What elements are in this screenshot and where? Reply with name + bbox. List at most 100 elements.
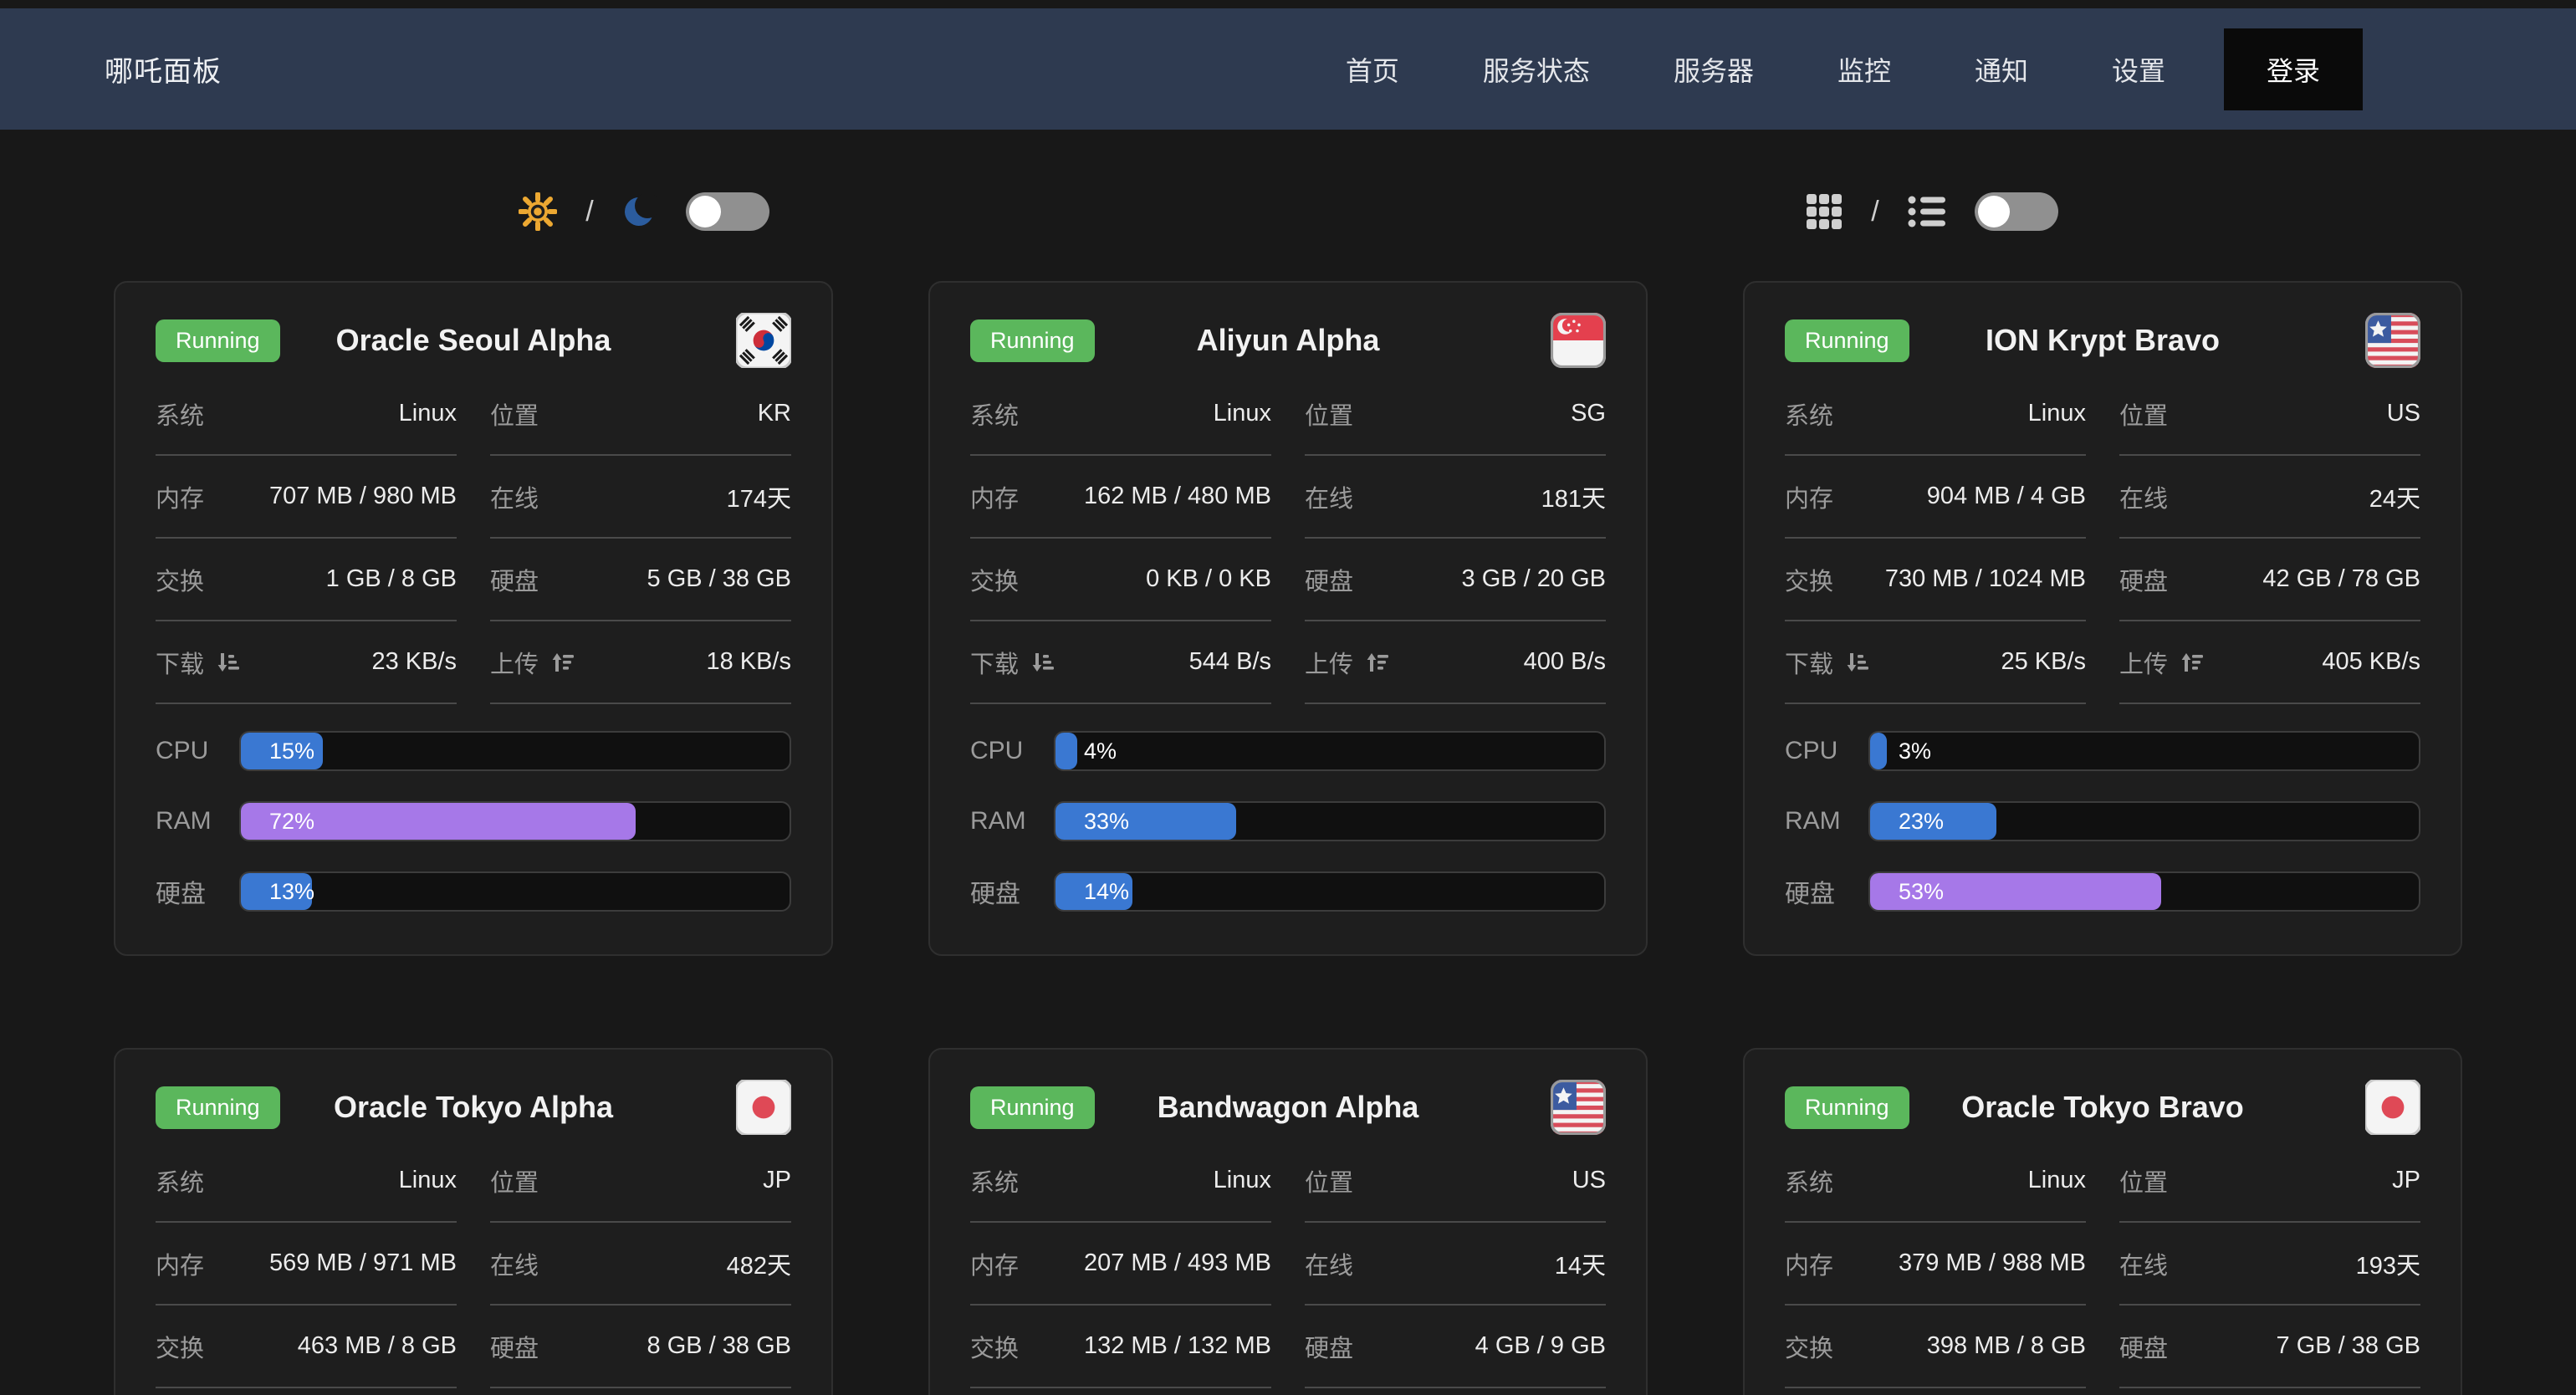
- progress-percent: 14%: [1084, 879, 1130, 904]
- info-value-uptime: 174天: [726, 485, 791, 513]
- server-name: Oracle Seoul Alpha: [335, 323, 611, 357]
- status-badge: Running: [970, 1086, 1095, 1129]
- bar-label: RAM: [1785, 807, 1841, 835]
- nav-item-1[interactable]: 服务状态: [1482, 55, 1590, 86]
- info-label-swap: 交换: [970, 1335, 1020, 1362]
- info-cell-memory: 内存 207 MB / 493 MB: [970, 1223, 1271, 1306]
- card-header: Running Aliyun Alpha: [970, 308, 1606, 373]
- info-cell-uptime: 在线 193天: [2119, 1223, 2420, 1306]
- progress-percent: 13%: [269, 879, 315, 904]
- info-value-uptime: 181天: [1541, 485, 1606, 513]
- info-value-swap: 1 GB / 8 GB: [325, 565, 457, 592]
- info-cell-location: 位置 JP: [490, 1140, 791, 1223]
- usage-bar-ram: RAM 72%: [156, 786, 791, 856]
- status-badge: Running: [156, 319, 280, 362]
- nav-item-3[interactable]: 监控: [1837, 55, 1891, 86]
- info-label-memory: 内存: [156, 485, 205, 513]
- info-value-upload: 400 B/s: [1523, 648, 1606, 675]
- flag-jp-icon: [2365, 1080, 2420, 1135]
- info-cell-location: 位置 US: [2119, 373, 2420, 456]
- info-label-memory: 内存: [156, 1252, 205, 1280]
- progress-track: 15%: [239, 731, 791, 771]
- info-label-memory: 内存: [1785, 485, 1834, 513]
- info-label-upload: 上传: [490, 645, 575, 680]
- info-label-memory: 内存: [970, 1252, 1020, 1280]
- info-cell-disk: 硬盘 8 GB / 38 GB: [490, 1306, 791, 1388]
- server-info-grid: 系统 Linux 位置 US 内存 904 MB / 4 GB 在线 24天 交换 730 MB …: [1785, 373, 2420, 704]
- info-value-location: SG: [1571, 400, 1606, 427]
- server-card: Running Aliyun Alpha 系统 Linux 位置 SG 内存 162 MB…: [928, 281, 1648, 956]
- info-value-disk: 4 GB / 9 GB: [1475, 1332, 1606, 1359]
- info-value-memory: 707 MB / 980 MB: [268, 483, 457, 509]
- status-badge: Running: [156, 1086, 280, 1129]
- nav-item-2[interactable]: 服务器: [1673, 55, 1754, 86]
- server-name: Oracle Tokyo Bravo: [1961, 1090, 2244, 1124]
- info-cell-upload: 上传611 B/s: [2119, 1388, 2420, 1395]
- info-label-location: 位置: [490, 1169, 539, 1197]
- upload-sort-icon: [2178, 650, 2204, 675]
- info-label-download: 下载: [156, 645, 240, 680]
- flag-kr-icon: [736, 313, 791, 368]
- info-cell-swap: 交换 398 MB / 8 GB: [1785, 1306, 2086, 1388]
- info-label-download: 下载: [970, 645, 1055, 680]
- info-label-location: 位置: [2119, 1169, 2169, 1197]
- progress-fill: [1055, 803, 1237, 840]
- info-value-uptime: 14天: [1554, 1252, 1606, 1280]
- info-value-location: JP: [2392, 1167, 2420, 1193]
- info-label-disk: 硬盘: [1305, 568, 1354, 595]
- view-toggle-group: /: [1288, 170, 2576, 253]
- info-label-swap: 交换: [1785, 1335, 1834, 1362]
- server-card: Running Oracle Tokyo Alpha 系统 Linux 位置 JP 内存…: [114, 1048, 833, 1395]
- server-name: Bandwagon Alpha: [1157, 1090, 1419, 1124]
- progress-track: 23%: [1868, 801, 2420, 841]
- usage-bar-硬盘: 硬盘 14%: [970, 856, 1606, 927]
- theme-switch[interactable]: [685, 192, 769, 231]
- info-cell-swap: 交换 0 KB / 0 KB: [970, 539, 1271, 621]
- info-value-memory: 207 MB / 493 MB: [1083, 1249, 1271, 1276]
- info-label-memory: 内存: [970, 485, 1020, 513]
- view-switch[interactable]: [1974, 192, 2058, 231]
- progress-fill: [241, 803, 636, 840]
- server-info-grid: 系统 Linux 位置 US 内存 207 MB / 493 MB 在线 14天 交换 132 M…: [970, 1140, 1606, 1395]
- info-cell-system: 系统 Linux: [970, 1140, 1271, 1223]
- info-label-memory: 内存: [1785, 1252, 1834, 1280]
- info-cell-upload: 上传195 B/s: [1305, 1388, 1606, 1395]
- progress-fill: [1055, 733, 1078, 769]
- info-label-uptime: 在线: [1305, 1252, 1354, 1280]
- login-button[interactable]: 登录: [2224, 28, 2363, 110]
- usage-bar-cpu: CPU 4%: [970, 716, 1606, 786]
- info-cell-uptime: 在线 14天: [1305, 1223, 1606, 1306]
- flag-jp-icon: [736, 1080, 791, 1135]
- progress-track: 53%: [1868, 871, 2420, 912]
- info-label-system: 系统: [156, 402, 205, 430]
- info-value-memory: 904 MB / 4 GB: [1926, 483, 2086, 509]
- bar-label: 硬盘: [970, 881, 1020, 908]
- info-cell-location: 位置 SG: [1305, 373, 1606, 456]
- usage-bar-硬盘: 硬盘 13%: [156, 856, 791, 927]
- info-value-disk: 42 GB / 78 GB: [2262, 565, 2420, 592]
- info-value-location: JP: [763, 1167, 791, 1193]
- info-cell-system: 系统 Linux: [156, 1140, 457, 1223]
- info-value-uptime: 193天: [2355, 1252, 2420, 1280]
- info-cell-upload: 上传 400 B/s: [1305, 621, 1606, 704]
- theme-switch-knob: [688, 196, 721, 227]
- bar-label: CPU: [1785, 737, 1838, 764]
- nav-item-5[interactable]: 设置: [2111, 55, 2165, 86]
- info-value-uptime: 24天: [2369, 485, 2420, 513]
- info-label-system: 系统: [970, 1169, 1020, 1197]
- card-header: Running ION Krypt Bravo: [1785, 308, 2420, 373]
- nav-item-4[interactable]: 通知: [1974, 55, 2028, 86]
- info-value-memory: 379 MB / 988 MB: [1898, 1249, 2086, 1276]
- usage-bar-ram: RAM 23%: [1785, 786, 2420, 856]
- server-card: Running Oracle Seoul Alpha 系统 Linux 位置 KR 内存…: [114, 281, 833, 956]
- info-label-download: 下载: [1785, 645, 1869, 680]
- nav-item-0[interactable]: 首页: [1345, 55, 1399, 86]
- info-cell-swap: 交换 730 MB / 1024 MB: [1785, 539, 2086, 621]
- info-value-location: US: [2386, 400, 2420, 427]
- info-label-disk: 硬盘: [2119, 1335, 2169, 1362]
- info-value-disk: 5 GB / 38 GB: [647, 565, 791, 592]
- progress-fill: [1055, 873, 1132, 910]
- info-cell-memory: 内存 569 MB / 971 MB: [156, 1223, 457, 1306]
- info-cell-download: 下载2 KB/s: [1785, 1388, 2086, 1395]
- upload-sort-icon: [549, 650, 575, 675]
